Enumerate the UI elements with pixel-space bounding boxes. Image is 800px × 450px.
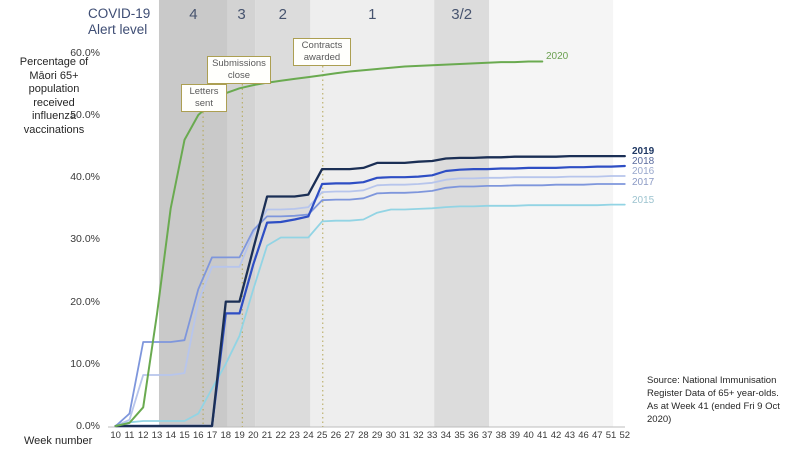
x-tick-label: 32 xyxy=(413,430,424,441)
x-tick-label: 20 xyxy=(248,430,259,441)
y-tick-label: 50.0% xyxy=(70,109,100,121)
x-tick-label: 18 xyxy=(220,430,232,441)
series-line-2015 xyxy=(114,203,626,427)
series-label-2017: 2017 xyxy=(632,177,655,188)
alert-band-label: 1 xyxy=(368,6,377,23)
y-axis-title: Percentage of Māori 65+ population recei… xyxy=(19,56,89,136)
y-tick-label: 20.0% xyxy=(70,295,100,308)
x-tick-label: 26 xyxy=(330,430,342,441)
x-tick-label: 12 xyxy=(137,430,149,441)
x-tick-label: 11 xyxy=(124,430,135,441)
x-tick-label: 43 xyxy=(564,430,576,441)
y-tick-label: 0.0% xyxy=(76,420,100,432)
x-tick-label: 19 xyxy=(234,430,245,441)
alert-band-1 xyxy=(310,0,435,427)
x-tick-label: 34 xyxy=(440,430,452,441)
series-label-2018: 2018 xyxy=(632,156,655,167)
series-label-2019: 2019 xyxy=(632,146,655,157)
alert-band-label: 3 xyxy=(237,6,246,23)
x-tick-label: 31 xyxy=(399,430,410,441)
x-tick-label: 33 xyxy=(426,430,438,441)
x-tick-label: 14 xyxy=(165,430,177,441)
x-tick-label: 27 xyxy=(344,430,355,441)
alert-band-label: 4 xyxy=(189,6,198,23)
annotation-box: Submissions close xyxy=(207,56,271,84)
alert-band-label: 2 xyxy=(278,6,287,23)
x-tick-label: 10 xyxy=(110,430,121,441)
x-axis-title: Week number xyxy=(24,435,93,447)
x-tick-label: 28 xyxy=(358,430,369,441)
series-label-2020: 2020 xyxy=(546,51,569,62)
x-tick-label: 23 xyxy=(289,430,300,441)
annotation-box: Letters sent xyxy=(181,84,227,112)
x-tick-label: 36 xyxy=(468,430,479,441)
series-line-2016 xyxy=(114,175,626,427)
chart-title: COVID-19 Alert level xyxy=(88,6,151,37)
x-tick-label: 47 xyxy=(592,430,603,441)
y-tick-label: 40.0% xyxy=(70,171,100,184)
x-tick-label: 16 xyxy=(192,430,204,441)
x-tick-label: 17 xyxy=(206,430,218,441)
annotation-box: Contracts awarded xyxy=(293,38,351,66)
x-tick-label: 38 xyxy=(495,430,507,441)
series-line-2019 xyxy=(114,154,626,428)
x-tick-label: 21 xyxy=(261,430,273,441)
x-tick-label: 35 xyxy=(454,430,465,441)
x-tick-label: 29 xyxy=(371,430,383,441)
source-note: Source: National Immunisation Register D… xyxy=(647,375,780,425)
x-tick-label: 15 xyxy=(179,430,190,441)
x-tick-label: 41 xyxy=(536,430,548,441)
x-tick-label: 13 xyxy=(151,430,163,441)
x-tick-label: 52 xyxy=(619,430,631,441)
x-tick-label: 22 xyxy=(275,430,287,441)
x-tick-label: 46 xyxy=(578,430,589,441)
x-tick-label: 40 xyxy=(523,430,534,441)
series-label-2016: 2016 xyxy=(632,166,655,177)
series-line-2020 xyxy=(114,60,544,427)
x-tick-label: 51 xyxy=(605,430,617,441)
y-tick-label: 60.0% xyxy=(70,46,100,59)
alert-band-post xyxy=(489,0,614,427)
alert-band-3/2 xyxy=(434,0,490,427)
x-tick-label: 25 xyxy=(316,430,328,441)
x-tick-label: 30 xyxy=(385,430,397,441)
x-tick-label: 37 xyxy=(481,430,493,441)
alert-band-label: 3/2 xyxy=(451,6,473,23)
series-line-2017 xyxy=(114,183,626,427)
y-tick-label: 10.0% xyxy=(70,357,100,370)
y-tick-label: 30.0% xyxy=(70,233,100,246)
x-tick-label: 39 xyxy=(509,430,521,441)
x-tick-label: 24 xyxy=(303,430,314,441)
x-tick-label: 42 xyxy=(550,430,562,441)
series-label-2015: 2015 xyxy=(632,195,655,206)
